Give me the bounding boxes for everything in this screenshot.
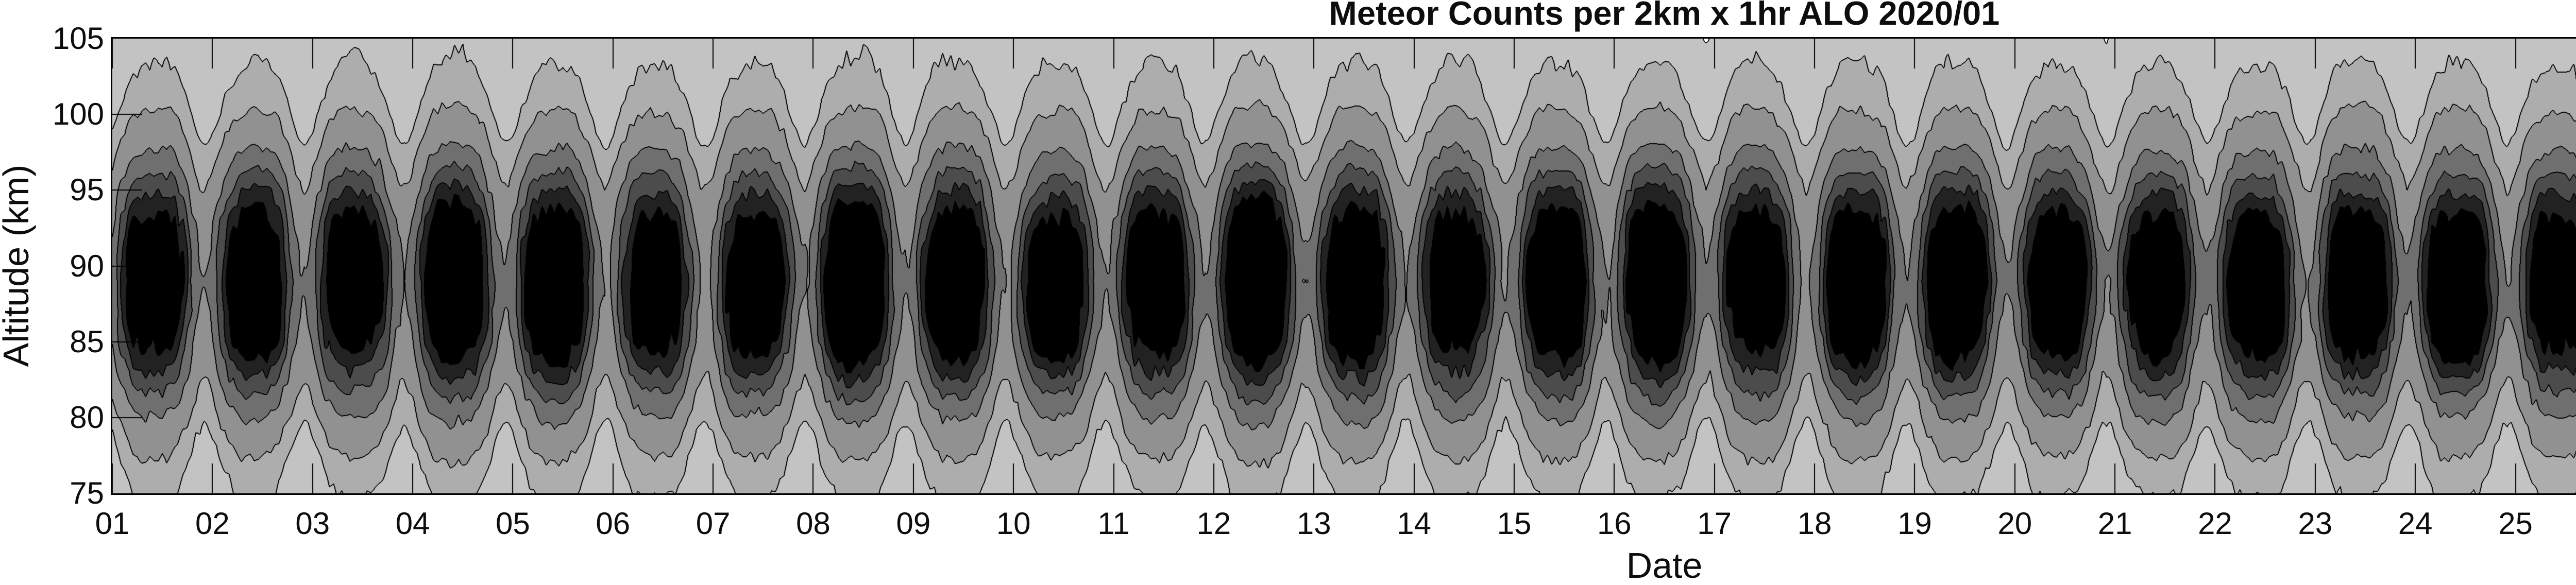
x-tick-label: 16 xyxy=(1597,506,1632,541)
x-tick-label: 21 xyxy=(2097,506,2132,541)
x-tick-label: 10 xyxy=(996,506,1031,541)
contour-plot-canvas xyxy=(112,39,2576,493)
x-tick-label: 05 xyxy=(496,506,530,541)
y-tick-label: 100 xyxy=(52,97,104,132)
x-tick-label: 23 xyxy=(2298,506,2333,541)
x-tick-label: 02 xyxy=(195,506,230,541)
x-tick-label: 04 xyxy=(395,506,430,541)
x-tick-label: 18 xyxy=(1797,506,1832,541)
x-tick-label: 19 xyxy=(1897,506,1932,541)
y-tick-label: 90 xyxy=(70,248,104,283)
x-tick-label: 03 xyxy=(295,506,330,541)
x-tick-label: 07 xyxy=(696,506,731,541)
x-tick-label: 11 xyxy=(1097,506,1130,541)
x-tick-label: 22 xyxy=(2198,506,2232,541)
y-tick-label: 80 xyxy=(70,400,104,435)
y-tick-label: 105 xyxy=(52,21,104,56)
plot-area xyxy=(111,37,2576,495)
y-tick-label: 95 xyxy=(70,173,104,208)
x-tick-label: 01 xyxy=(95,506,130,541)
x-tick-label: 17 xyxy=(1697,506,1732,541)
x-tick-label: 13 xyxy=(1296,506,1331,541)
x-tick-label: 24 xyxy=(2398,506,2433,541)
x-axis-label: Date xyxy=(1626,545,1703,585)
x-tick-label: 20 xyxy=(1997,506,2032,541)
x-tick-label: 25 xyxy=(2498,506,2533,541)
chart-title: Meteor Counts per 2km x 1hr ALO 2020/01 xyxy=(1329,0,2000,32)
y-tick-label: 75 xyxy=(70,476,104,510)
x-tick-label: 15 xyxy=(1497,506,1532,541)
x-tick-label: 09 xyxy=(896,506,931,541)
x-tick-label: 06 xyxy=(596,506,631,541)
x-tick-label: 12 xyxy=(1196,506,1231,541)
y-tick-label: 85 xyxy=(70,324,104,359)
x-tick-label: 08 xyxy=(796,506,831,541)
x-tick-label: 14 xyxy=(1397,506,1431,541)
